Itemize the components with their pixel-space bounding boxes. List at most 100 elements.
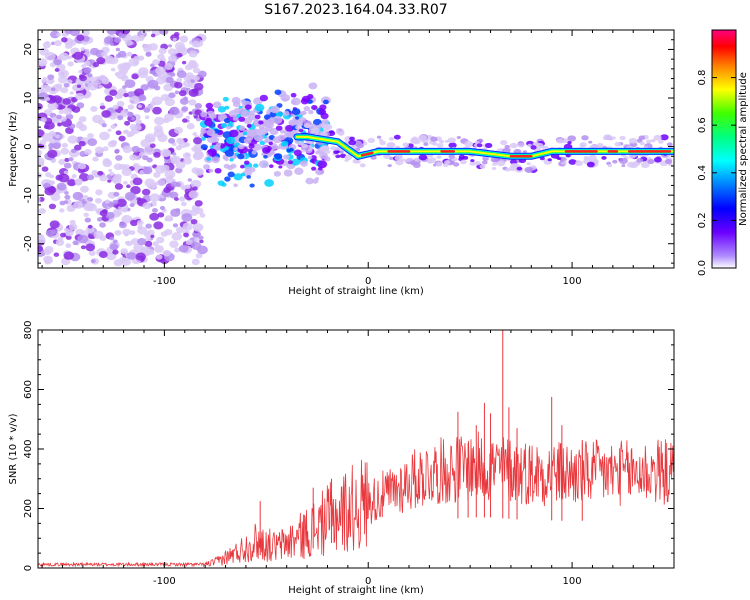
heat-cell	[55, 134, 61, 139]
heat-cell	[188, 50, 198, 58]
heat-cell	[165, 76, 174, 84]
heat-cell	[257, 136, 263, 141]
heat-cell	[149, 193, 161, 202]
heat-cell	[138, 94, 146, 100]
heat-cell	[190, 219, 198, 225]
heat-cell	[144, 115, 150, 120]
heat-cell	[135, 119, 143, 125]
heat-cell	[140, 84, 149, 91]
heat-cell	[269, 150, 276, 156]
heat-cell	[142, 155, 149, 161]
heat-cell	[64, 229, 74, 237]
heat-cell	[275, 125, 283, 131]
heat-cell	[117, 50, 127, 58]
heat-cell	[102, 146, 109, 152]
heat-cell	[50, 41, 56, 46]
heat-cell	[167, 48, 177, 56]
heat-cell	[68, 157, 74, 162]
heat-cell	[63, 251, 75, 260]
heat-cell	[109, 243, 119, 251]
heat-cell	[178, 244, 189, 253]
heat-cell	[50, 87, 56, 92]
heat-cell	[87, 138, 98, 147]
heat-cell	[185, 239, 193, 246]
heat-cell	[162, 249, 171, 257]
heat-cell	[137, 104, 143, 109]
heat-cell	[87, 133, 94, 139]
heat-cell	[258, 120, 264, 125]
heat-cell	[101, 123, 107, 128]
figure-title: S167.2023.164.04.33.R07	[264, 2, 447, 18]
heat-cell	[268, 141, 273, 146]
heat-cell	[223, 118, 231, 124]
heat-cell	[448, 142, 457, 149]
heat-cell	[99, 222, 106, 228]
heat-cell	[172, 152, 177, 156]
heat-cell	[156, 236, 165, 244]
x-tick-label: 0	[365, 276, 371, 287]
heat-cell	[83, 203, 94, 212]
heat-cell	[122, 129, 129, 135]
heat-cell	[285, 124, 294, 132]
heat-cell	[185, 184, 191, 190]
heat-cell	[136, 197, 142, 202]
heat-cell	[87, 73, 93, 78]
heat-cell	[469, 161, 476, 166]
heat-cell	[71, 174, 77, 179]
heat-cell	[289, 147, 294, 152]
heat-cell	[272, 115, 283, 124]
heat-cell	[401, 158, 406, 162]
heat-cell	[174, 90, 180, 95]
heat-cell	[295, 116, 300, 120]
heat-cell	[110, 124, 117, 129]
heat-cell	[120, 62, 131, 71]
heat-cell	[332, 146, 339, 151]
heat-cell	[653, 134, 662, 141]
heat-cell	[47, 74, 55, 80]
heat-cell	[160, 231, 168, 237]
heat-cell	[90, 259, 96, 264]
heat-cell	[55, 83, 63, 89]
heat-cell	[291, 97, 301, 106]
heat-cell	[157, 212, 165, 218]
x-tick-label: 100	[563, 276, 582, 287]
heat-cell	[185, 115, 191, 120]
heat-cell	[92, 156, 99, 162]
heat-cell	[175, 161, 186, 170]
heat-cell	[52, 142, 61, 150]
heat-cell	[601, 156, 607, 160]
heat-cell	[67, 55, 72, 60]
heat-cell	[505, 168, 511, 172]
heat-cell	[206, 157, 212, 162]
heat-cell	[214, 167, 222, 174]
heat-cell	[192, 67, 201, 74]
colorbar-frame	[711, 29, 737, 269]
heat-cell	[274, 89, 282, 95]
heat-cell	[612, 159, 618, 164]
heat-cell	[275, 111, 284, 118]
heat-cell	[159, 30, 169, 35]
heat-cell	[132, 164, 137, 168]
heat-cell	[527, 143, 532, 147]
heat-cell	[200, 128, 207, 134]
heat-cell	[410, 162, 416, 166]
heat-cell	[50, 193, 61, 202]
heat-cell	[99, 174, 108, 182]
heat-cell	[190, 179, 202, 189]
heat-cell	[276, 145, 281, 150]
heat-cell	[280, 142, 286, 147]
heat-cell	[112, 249, 119, 255]
heat-cell	[188, 99, 197, 106]
heat-cell	[192, 230, 201, 238]
heat-cell	[131, 145, 141, 153]
heat-cell	[150, 234, 155, 238]
heat-cell	[40, 117, 47, 123]
heat-cell	[481, 160, 488, 165]
heat-cell	[222, 156, 228, 160]
heat-cell	[176, 52, 183, 58]
heat-cell	[90, 105, 98, 112]
heat-cell	[388, 137, 395, 141]
heat-cell	[64, 157, 70, 162]
heat-cell	[335, 154, 341, 159]
